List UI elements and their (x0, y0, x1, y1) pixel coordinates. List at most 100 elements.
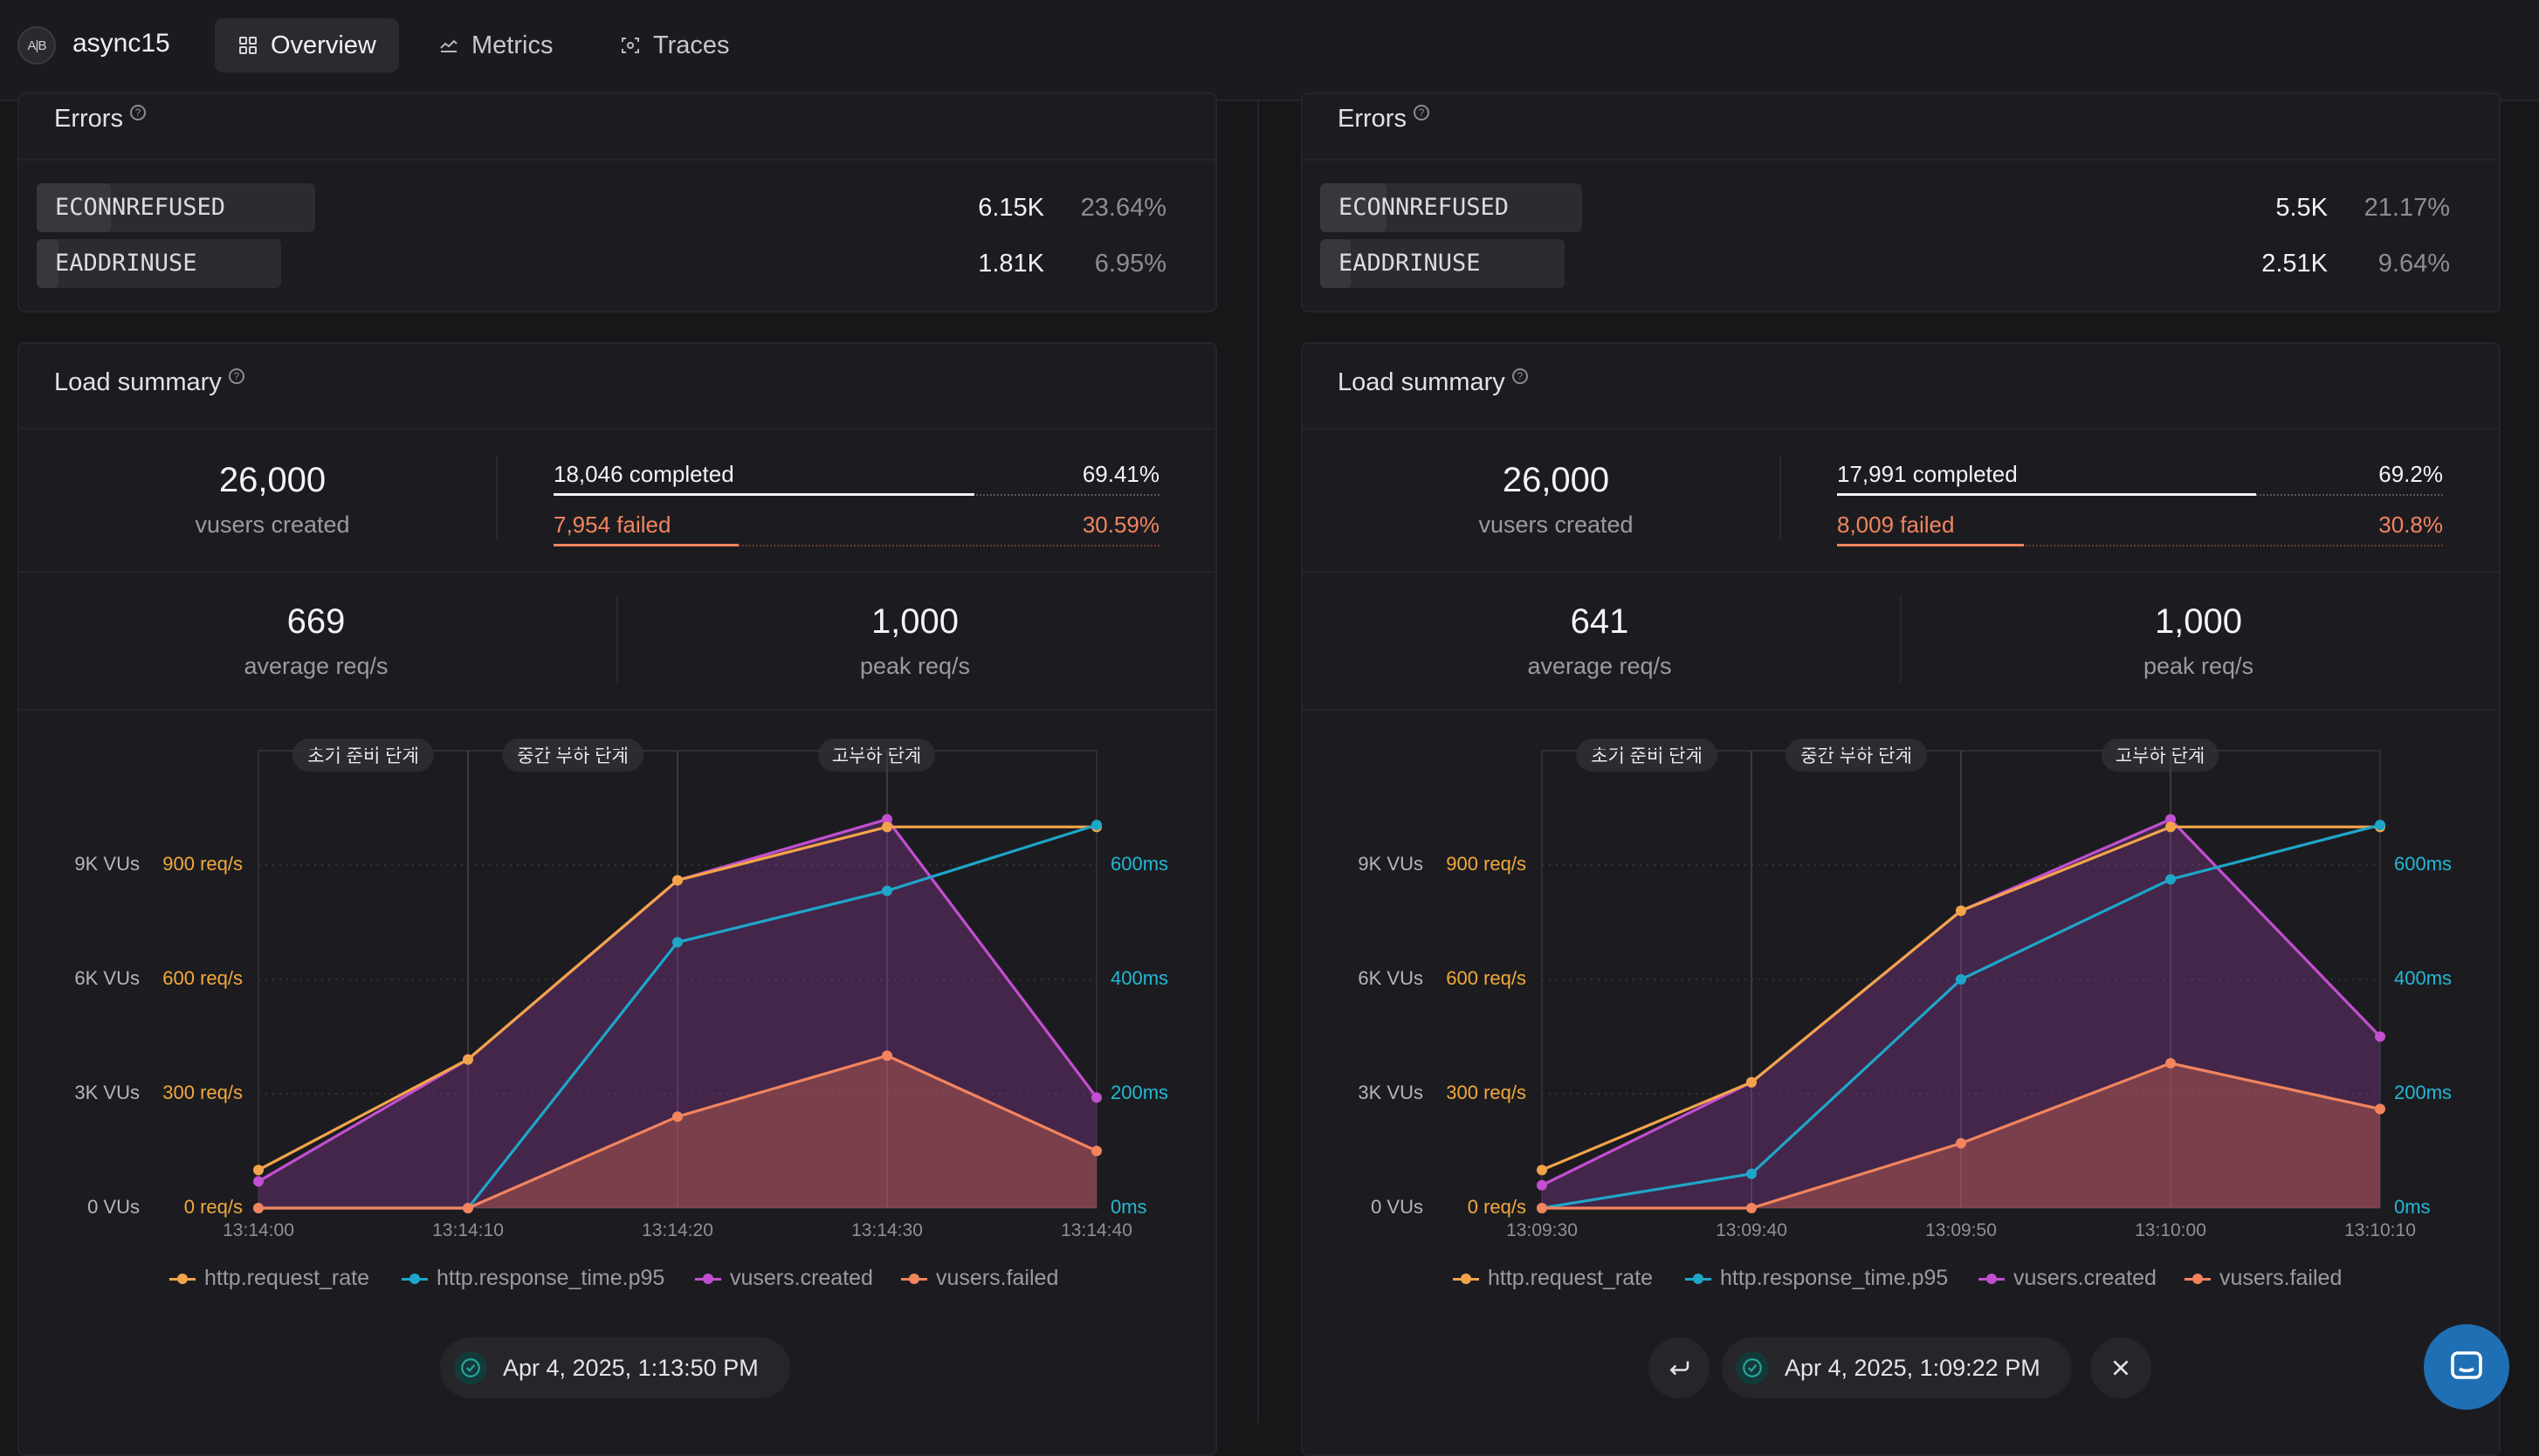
legend-item[interactable]: http.request_rate (1453, 1266, 1653, 1291)
divider (1303, 428, 2499, 429)
y-axis-vus-label: 0 VUs (87, 1196, 140, 1218)
error-count: 2.51K (2261, 250, 2328, 278)
completed-label: 18,046 completed (554, 461, 734, 487)
legend-label: http.response_time.p95 (437, 1266, 665, 1290)
report-timestamp-pill-right[interactable]: Apr 4, 2025, 1:09:22 PM (1722, 1337, 2072, 1398)
error-row[interactable]: EADDRINUSE 1.81K 6.95% (37, 239, 1201, 288)
y-axis-req-label: 900 req/s (162, 853, 243, 875)
error-code: EADDRINUSE (1338, 250, 1481, 277)
error-percent: 23.64% (1080, 194, 1166, 222)
load-summary-title: Load summary ? (1338, 368, 1528, 397)
data-point (1091, 1145, 1102, 1157)
errors-title: Errors ? (1338, 105, 1429, 134)
x-tick-label: 13:14:10 (432, 1220, 504, 1240)
legend-swatch (901, 1273, 927, 1285)
error-count: 6.15K (978, 194, 1044, 222)
error-row[interactable]: ECONNREFUSED 5.5K 21.17% (1320, 183, 2485, 232)
data-point (1091, 820, 1102, 831)
y-axis-vus-label: 6K VUs (1358, 967, 1423, 989)
divider (19, 709, 1215, 711)
legend-item[interactable]: http.response_time.p95 (1685, 1266, 1948, 1291)
data-point (1956, 974, 1966, 985)
data-point (2165, 814, 2176, 825)
timestamp-text: Apr 4, 2025, 1:09:22 PM (1785, 1354, 2040, 1381)
data-point (2375, 820, 2385, 831)
app-logo[interactable]: A|B (17, 26, 56, 65)
legend-item[interactable]: vusers.created (1978, 1266, 2157, 1291)
errors-title: Errors ? (54, 105, 146, 134)
column-divider (1257, 101, 1259, 1423)
error-percent: 9.64% (2377, 250, 2450, 278)
data-point (1537, 1164, 1547, 1176)
vusers-created-value: 26,000 (218, 461, 327, 499)
data-point (253, 1176, 264, 1187)
y-axis-ms-label: 600ms (1111, 853, 1169, 875)
report-timestamp-pill-left[interactable]: Apr 4, 2025, 1:13:50 PM (440, 1337, 790, 1398)
tab-label: Overview (271, 31, 376, 59)
chat-icon (2451, 1351, 2482, 1379)
tab-traces[interactable]: Traces (597, 18, 753, 72)
tab-overview[interactable]: Overview (215, 18, 399, 72)
tab-label: Metrics (471, 31, 554, 59)
data-point (1537, 1203, 1547, 1213)
y-axis-ms-label: 400ms (1111, 967, 1169, 989)
help-icon[interactable]: ? (1511, 368, 1528, 384)
error-chip (1320, 239, 1565, 288)
legend-item[interactable]: http.request_rate (169, 1266, 369, 1291)
error-share-fill (1320, 183, 1387, 232)
y-axis-req-label: 300 req/s (162, 1082, 243, 1103)
chart-svg (1537, 750, 2385, 1213)
data-point (253, 1164, 264, 1176)
divider (1900, 595, 1902, 683)
load-chart: 초기 준비 단계 중간 부하 단계 고부하 단계 0 VUs 3K VUs 6K VUs 9… (19, 711, 1215, 1374)
chat-support-button[interactable] (2424, 1324, 2509, 1410)
error-row[interactable]: ECONNREFUSED 6.15K 23.64% (37, 183, 1201, 232)
y-axis-vus-label: 9K VUs (1358, 853, 1423, 875)
error-count: 5.5K (2275, 194, 2328, 222)
completed-bar-fill (1837, 493, 2257, 496)
legend-label: vusers.failed (2219, 1266, 2343, 1290)
errors-card: Errors ? ECONNREFUSED 6.15K 23.64% EADDR… (17, 93, 1217, 312)
load-summary-title-text: Load summary (1338, 368, 1505, 396)
error-share-fill (37, 183, 112, 232)
divider (1303, 709, 2499, 711)
help-icon[interactable]: ? (228, 368, 244, 384)
close-comparison-button[interactable] (2090, 1337, 2151, 1398)
average-req-label: average req/s (244, 653, 389, 679)
y-axis-vus-label: 3K VUs (1358, 1082, 1423, 1103)
error-percent: 21.17% (2364, 194, 2450, 222)
help-icon[interactable]: ? (1413, 105, 1429, 120)
legend-item[interactable]: vusers.created (695, 1266, 873, 1291)
legend-label: vusers.created (2013, 1266, 2157, 1290)
error-code: EADDRINUSE (55, 250, 197, 277)
failed-label: 7,954 failed (554, 512, 671, 538)
legend-item[interactable]: vusers.failed (901, 1266, 1058, 1291)
legend-dot (409, 1273, 420, 1284)
data-point (2165, 821, 2176, 833)
legend-item[interactable]: http.response_time.p95 (402, 1266, 664, 1291)
help-icon[interactable]: ? (129, 105, 146, 120)
data-point (882, 1050, 892, 1061)
vusers-created-label: vusers created (1478, 512, 1634, 538)
x-tick-label: 13:14:00 (223, 1220, 294, 1240)
y-axis-ms-label: 400ms (2394, 967, 2453, 989)
error-count: 1.81K (978, 250, 1044, 278)
top-bar: A|B async15 Overview Metrics Traces (0, 0, 2539, 101)
data-point (463, 1054, 473, 1065)
swap-button[interactable] (1648, 1337, 1710, 1398)
errors-title-text: Errors (1338, 105, 1407, 133)
legend-item[interactable]: vusers.failed (2185, 1266, 2342, 1291)
check-circle-icon (454, 1351, 487, 1384)
tab-metrics[interactable]: Metrics (416, 18, 575, 72)
legend-swatch (402, 1273, 428, 1285)
legend-swatch (1978, 1273, 2005, 1285)
legend-swatch (1685, 1273, 1711, 1285)
data-point (2165, 1058, 2176, 1069)
legend-swatch (2185, 1273, 2211, 1285)
app-name[interactable]: async15 (72, 29, 170, 58)
error-row[interactable]: EADDRINUSE 2.51K 9.64% (1320, 239, 2485, 288)
error-chip (37, 183, 316, 232)
x-tick-label: 13:14:20 (642, 1220, 713, 1240)
bar-track (1837, 545, 2443, 546)
data-point (1091, 1092, 1102, 1103)
